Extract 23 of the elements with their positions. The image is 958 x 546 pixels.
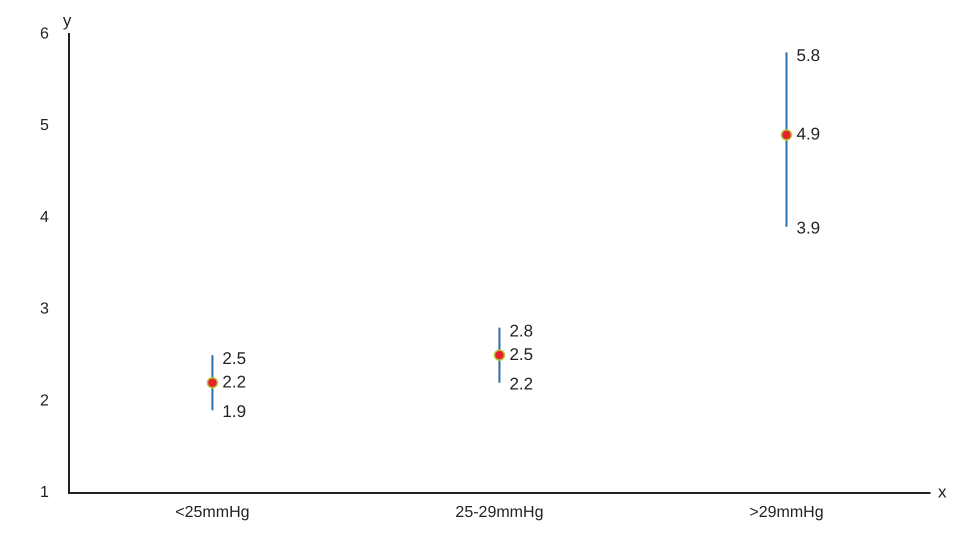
- data-label: 4.9: [796, 124, 820, 144]
- annotation: 2.8: [509, 321, 534, 340]
- annotation: 2.2: [509, 374, 534, 394]
- annotation: 1.9: [222, 402, 246, 421]
- y-tick-label: 4: [40, 208, 49, 226]
- y-tick-label: 5: [40, 117, 49, 134]
- data-label: 2.2: [222, 372, 246, 392]
- x-tick-label: <25mmHg: [175, 504, 250, 521]
- data-label: 2.5: [509, 344, 534, 364]
- x-tick-label: >29mmHg: [749, 504, 824, 521]
- x-axis-title: x: [938, 482, 947, 502]
- point: [494, 349, 506, 361]
- y-axis-title: y: [62, 11, 72, 30]
- y-tick-label: 3: [40, 300, 49, 318]
- y-tick-label: 1: [40, 484, 49, 502]
- point: [780, 129, 792, 141]
- annotation: 2.5: [222, 348, 246, 368]
- annotation: 5.8: [796, 46, 820, 66]
- point: [206, 376, 218, 388]
- y-tick-label: 2: [40, 392, 49, 410]
- annotation: 3.9: [796, 218, 820, 238]
- y-tick-label: 6: [40, 25, 49, 42]
- x-tick-label: 25-29mmHg: [455, 504, 544, 521]
